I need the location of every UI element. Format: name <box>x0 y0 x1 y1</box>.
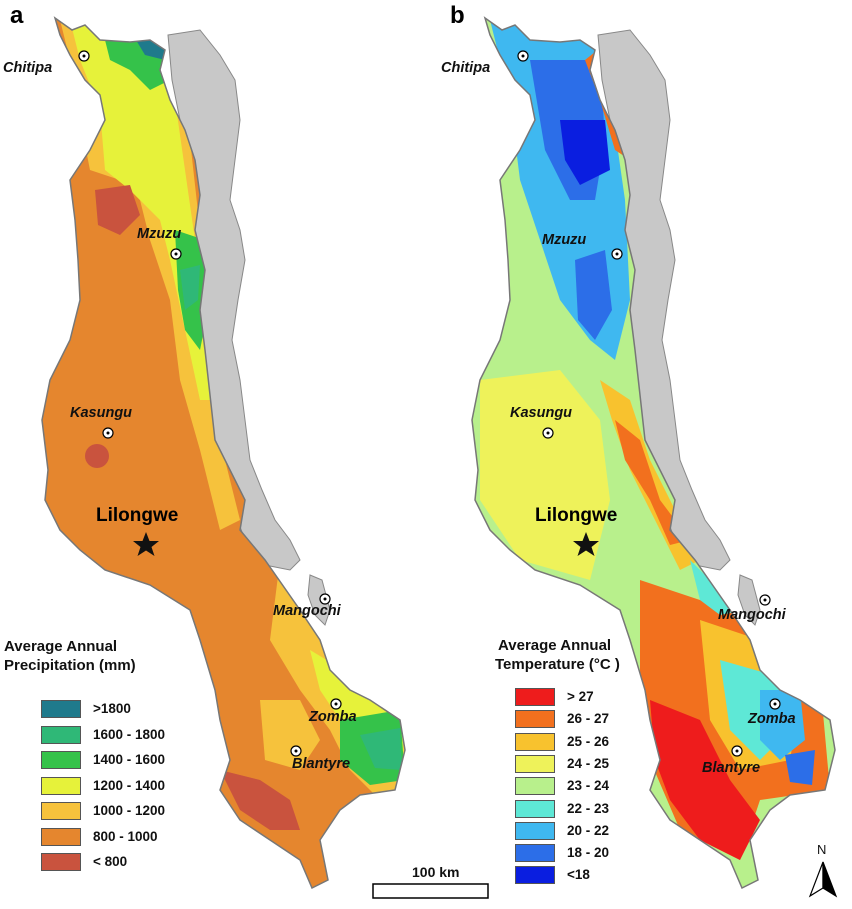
city-label-chitipa-a: Chitipa <box>3 60 53 76</box>
zomba-marker-a <box>330 698 342 710</box>
temperature-legend-swatch <box>515 844 555 863</box>
city-label-lilongwe-a: Lilongwe <box>96 505 179 526</box>
temperature-legend-label: <18 <box>567 867 590 883</box>
temperature-legend-swatch <box>515 688 555 706</box>
temperature-legend-label: 23 - 24 <box>567 778 610 794</box>
precipitation-legend-swatch <box>41 725 81 744</box>
kasungu-marker-a <box>102 427 114 439</box>
legend-title-line2-b: Temperature (°C ) <box>495 656 620 673</box>
precipitation-legend-label: 1200 - 1400 <box>93 777 166 793</box>
temperature-legend-swatch <box>515 821 555 840</box>
temperature-legend-swatch <box>515 799 555 818</box>
zomba-marker-b <box>769 698 781 710</box>
precipitation-legend-label: 1000 - 1200 <box>93 803 166 818</box>
scale-bar-label: 100 km <box>412 864 460 880</box>
precipitation-legend-label: >1800 <box>93 701 131 716</box>
chitipa-marker-b <box>517 50 529 62</box>
city-label-lilongwe-b: Lilongwe <box>535 505 618 526</box>
temperature-legend-swatch <box>515 777 555 796</box>
temperature-legend-label: 25 - 26 <box>567 733 610 749</box>
lake-malombe-a <box>307 574 331 626</box>
city-markers-b <box>517 50 781 757</box>
blantyre-marker-a <box>290 745 302 757</box>
city-label-kasungu-b: Kasungu <box>510 405 573 421</box>
mzuzu-marker-a <box>170 248 182 260</box>
temperature-legend-swatch <box>515 866 555 885</box>
city-label-kasungu-a: Kasungu <box>70 405 133 421</box>
city-label-mangochi-b: Mangochi <box>718 607 786 623</box>
city-label-blantyre-b: Blantyre <box>702 760 761 776</box>
city-label-mzuzu-a: Mzuzu <box>137 226 182 242</box>
chitipa-marker-a <box>78 50 90 62</box>
precipitation-legend-swatch <box>41 827 81 846</box>
kasungu-marker-b <box>542 427 554 439</box>
precipitation-legend-swatch <box>41 700 81 718</box>
temperature-legend-swatch <box>515 754 555 773</box>
lake-malombe-b <box>737 574 761 626</box>
legend-title-line1-b: Average Annual <box>498 637 612 654</box>
city-markers-a <box>78 50 342 757</box>
city-label-mangochi-a: Mangochi <box>273 603 341 619</box>
mzuzu-marker-b <box>611 248 623 260</box>
panel-letter-a: a <box>10 2 24 29</box>
panel-letter-b: b <box>450 2 465 29</box>
precipitation-legend-label: 800 - 1000 <box>93 828 158 844</box>
temperature-legend-swatch <box>515 710 555 729</box>
capital-star-a <box>133 532 159 556</box>
precipitation-legend-swatch <box>41 802 81 820</box>
city-label-chitipa-b: Chitipa <box>441 60 491 76</box>
mangochi-marker-a <box>319 593 331 605</box>
north-arrow-label: N <box>817 842 827 857</box>
precipitation-legend-label: 1600 - 1800 <box>93 726 166 742</box>
blantyre-marker-b <box>731 745 743 757</box>
precipitation-legend-label: < 800 <box>93 854 128 869</box>
legend-title-line1-a: Average Annual <box>4 638 118 655</box>
temperature-legend-label: 24 - 25 <box>567 755 610 771</box>
precipitation-legend-swatch <box>41 776 81 795</box>
temperature-legend-label: 22 - 23 <box>567 800 610 816</box>
city-label-mzuzu-b: Mzuzu <box>542 232 587 248</box>
mangochi-marker-b <box>759 594 771 606</box>
temperature-legend-swatch <box>515 732 555 751</box>
precipitation-legend-swatch <box>41 751 81 769</box>
scale-bar <box>372 883 489 899</box>
temperature-legend-label: 26 - 27 <box>567 711 610 727</box>
city-label-zomba-b: Zomba <box>748 711 796 727</box>
precipitation-map <box>41 17 406 889</box>
precipitation-legend-label: 1400 - 1600 <box>93 752 166 767</box>
capital-star-b <box>573 532 599 556</box>
north-arrow-icon <box>808 861 838 898</box>
city-label-blantyre-a: Blantyre <box>292 756 351 772</box>
city-label-zomba-a: Zomba <box>309 709 357 725</box>
temperature-legend-label: 18 - 20 <box>567 845 610 861</box>
temperature-legend-label: 20 - 22 <box>567 822 610 838</box>
precipitation-legend-swatch <box>41 853 81 871</box>
temperature-legend-label: > 27 <box>567 689 594 704</box>
legend-title-line2-a: Precipitation (mm) <box>4 657 136 674</box>
